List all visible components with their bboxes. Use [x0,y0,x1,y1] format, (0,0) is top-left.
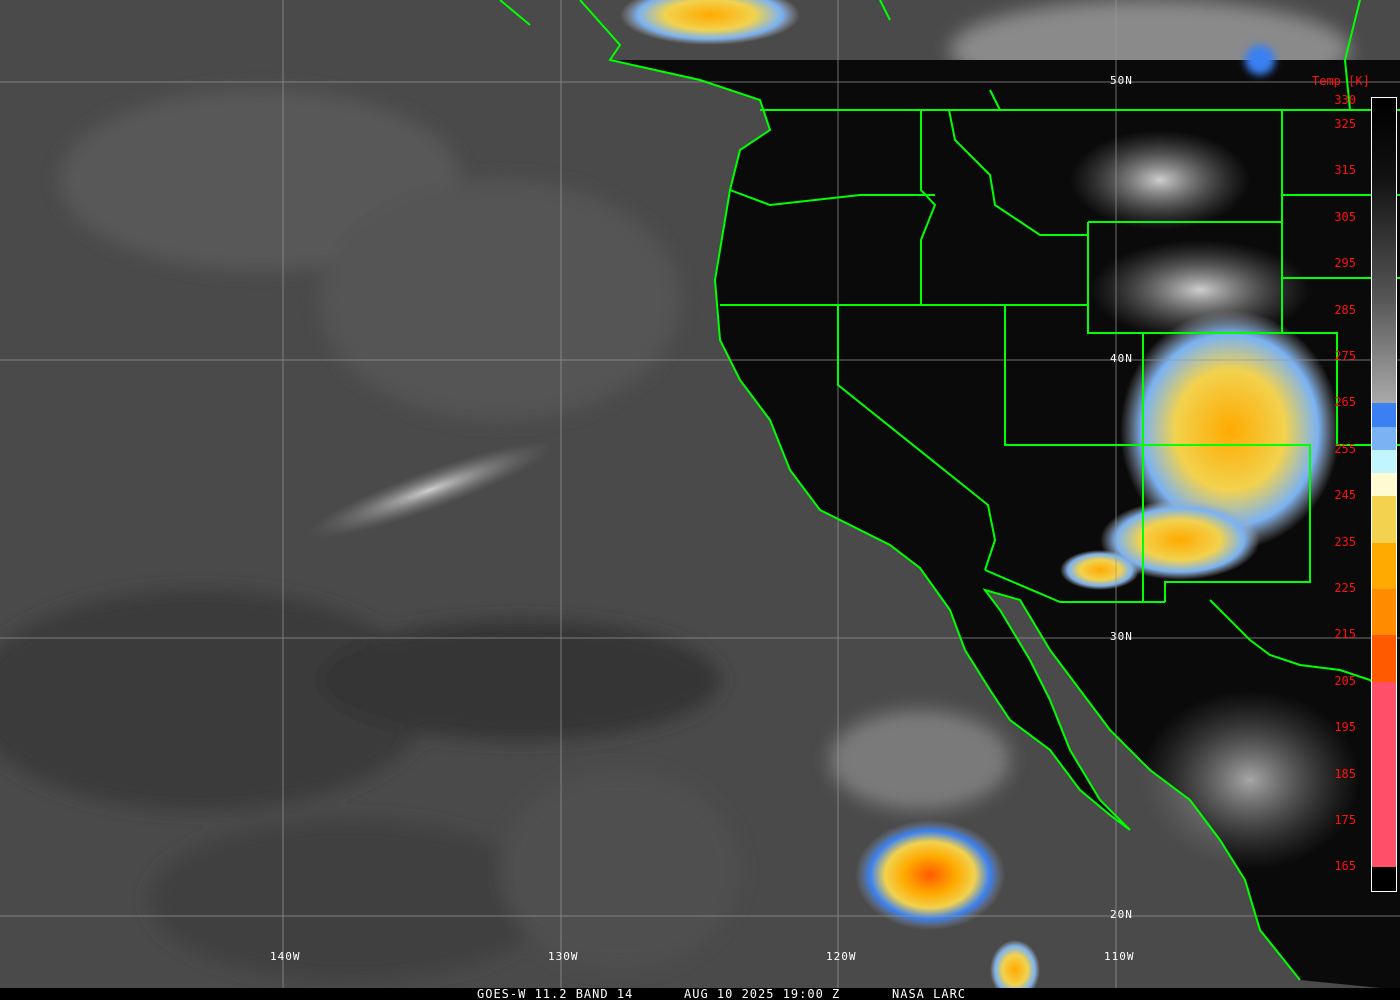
colorbar-tick-label: 285 [1334,302,1356,317]
lat-label-40n: 40N [1110,352,1133,365]
colorbar-segment [1372,473,1396,497]
lon-label-140w: 140W [270,950,301,963]
lon-label-130w: 130W [548,950,579,963]
colorbar-segment [1372,681,1396,868]
colorbar-segment [1372,403,1396,427]
colorbar-tick-label: 165 [1334,859,1356,874]
political-borders [499,0,1400,981]
colorbar-tick-label: 295 [1334,256,1356,271]
caption-band: GOES-W 11.2 BAND 14 [477,987,634,1000]
cloud-features [307,0,1360,1000]
temperature-colorbar [1371,97,1397,892]
caption-credit: NASA LARC [892,987,967,1000]
lat-label-50n: 50N [1110,74,1133,87]
colorbar-segment [1372,589,1396,636]
colorbar-segment [1372,426,1396,450]
colorbar-segment [1372,496,1396,543]
colorbar-segment [1372,542,1396,589]
lon-label-110w: 110W [1104,950,1135,963]
colorbar-tick-label: 275 [1334,349,1356,363]
colorbar-tick-label: 330 [1334,93,1356,107]
colorbar-title: Temp [K] [1312,74,1370,88]
colorbar-segment [1372,867,1396,891]
lat-label-30n: 30N [1110,630,1133,643]
image-caption: GOES-W 11.2 BAND 14 AUG 10 2025 19:00 Z … [0,988,1400,1000]
colorbar-segment [1372,449,1396,473]
colorbar-tick-label: 205 [1334,673,1356,688]
colorbar-tick-label: 225 [1334,581,1356,595]
lat-label-20n: 20N [1110,908,1133,921]
colorbar-tick-label: 315 [1334,163,1356,178]
colorbar-tick-label: 195 [1334,720,1356,735]
colorbar-tick-label: 245 [1334,488,1356,503]
colorbar-tick-label: 185 [1334,766,1356,781]
caption-datetime: AUG 10 2025 19:00 Z [684,987,841,1000]
colorbar-segment [1372,101,1396,404]
lon-label-120w: 120W [826,950,857,963]
colorbar-tick-label: 175 [1334,813,1356,827]
colorbar-tick-label: 255 [1334,441,1356,456]
colorbar-tick-label: 305 [1334,209,1356,224]
colorbar-tick-label: 215 [1334,627,1356,642]
colorbar-segment [1372,635,1396,682]
colorbar-tick-label: 265 [1334,395,1356,410]
colorbar-tick-label: 325 [1334,117,1356,131]
colorbar-tick-label: 235 [1334,534,1356,549]
